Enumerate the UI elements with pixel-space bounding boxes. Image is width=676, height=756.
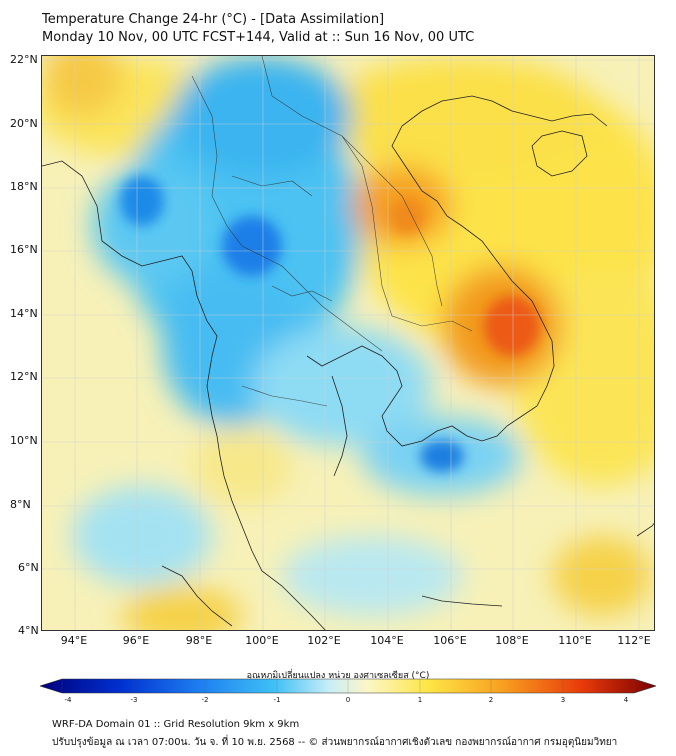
lat-tick-12n: 12°N [10, 370, 38, 383]
temperature-extremes [120, 176, 540, 472]
lat-tick-16n: 16°N [10, 243, 38, 256]
lat-tick-4n: 4°N [18, 624, 39, 637]
lon-tick-98e: 98°E [185, 634, 213, 647]
map-subtitle: Monday 10 Nov, 00 UTC FCST+144, Valid at… [42, 30, 475, 45]
lat-tick-14n: 14°N [10, 307, 38, 320]
graticule [42, 56, 654, 630]
lon-tick-112e: 112°E [617, 634, 651, 647]
cb-tick-2: 2 [488, 696, 494, 704]
lon-tick-108e: 108°E [495, 634, 529, 647]
lat-tick-22n: 22°N [10, 53, 38, 66]
lon-tick-106e: 106°E [433, 634, 467, 647]
lat-tick-20n: 20°N [10, 117, 38, 130]
cb-tick-m2: -2 [201, 696, 209, 704]
lon-tick-102e: 102°E [307, 634, 341, 647]
footer-model-info: WRF-DA Domain 01 :: Grid Resolution 9km … [52, 719, 300, 730]
cb-tick-0: 0 [345, 696, 351, 704]
cb-tick-m1: -1 [273, 696, 281, 704]
cb-tick-4: 4 [623, 696, 629, 704]
lon-tick-94e: 94°E [60, 634, 88, 647]
map-title: Temperature Change 24-hr (°C) - [Data As… [42, 12, 385, 27]
lon-tick-100e: 100°E [245, 634, 279, 647]
lat-tick-8n: 8°N [10, 498, 31, 511]
lat-tick-6n: 6°N [18, 561, 39, 574]
lon-tick-96e: 96°E [122, 634, 150, 647]
footer-credits: ปรับปรุงข้อมูล ณ เวลา 07:00น. วัน จ. ที่… [52, 737, 618, 748]
lat-tick-10n: 10°N [10, 434, 38, 447]
cb-tick-1: 1 [417, 696, 423, 704]
colorbar [40, 678, 656, 694]
lon-tick-110e: 110°E [558, 634, 592, 647]
temperature-map[interactable] [41, 55, 655, 631]
lat-tick-18n: 18°N [10, 180, 38, 193]
cb-tick-m4: -4 [64, 696, 72, 704]
temperature-field [42, 56, 654, 630]
map-canvas [42, 56, 654, 630]
colorbar-dividers [61, 679, 635, 693]
lon-tick-104e: 104°E [370, 634, 404, 647]
cb-tick-m3: -3 [130, 696, 138, 704]
colorbar-label: อุณหภูมิเปลี่ยนแปลง หน่วย องศาเซลเซียส (… [246, 671, 430, 681]
cb-tick-3: 3 [560, 696, 566, 704]
country-borders [191, 56, 473, 407]
coastline [42, 95, 654, 630]
